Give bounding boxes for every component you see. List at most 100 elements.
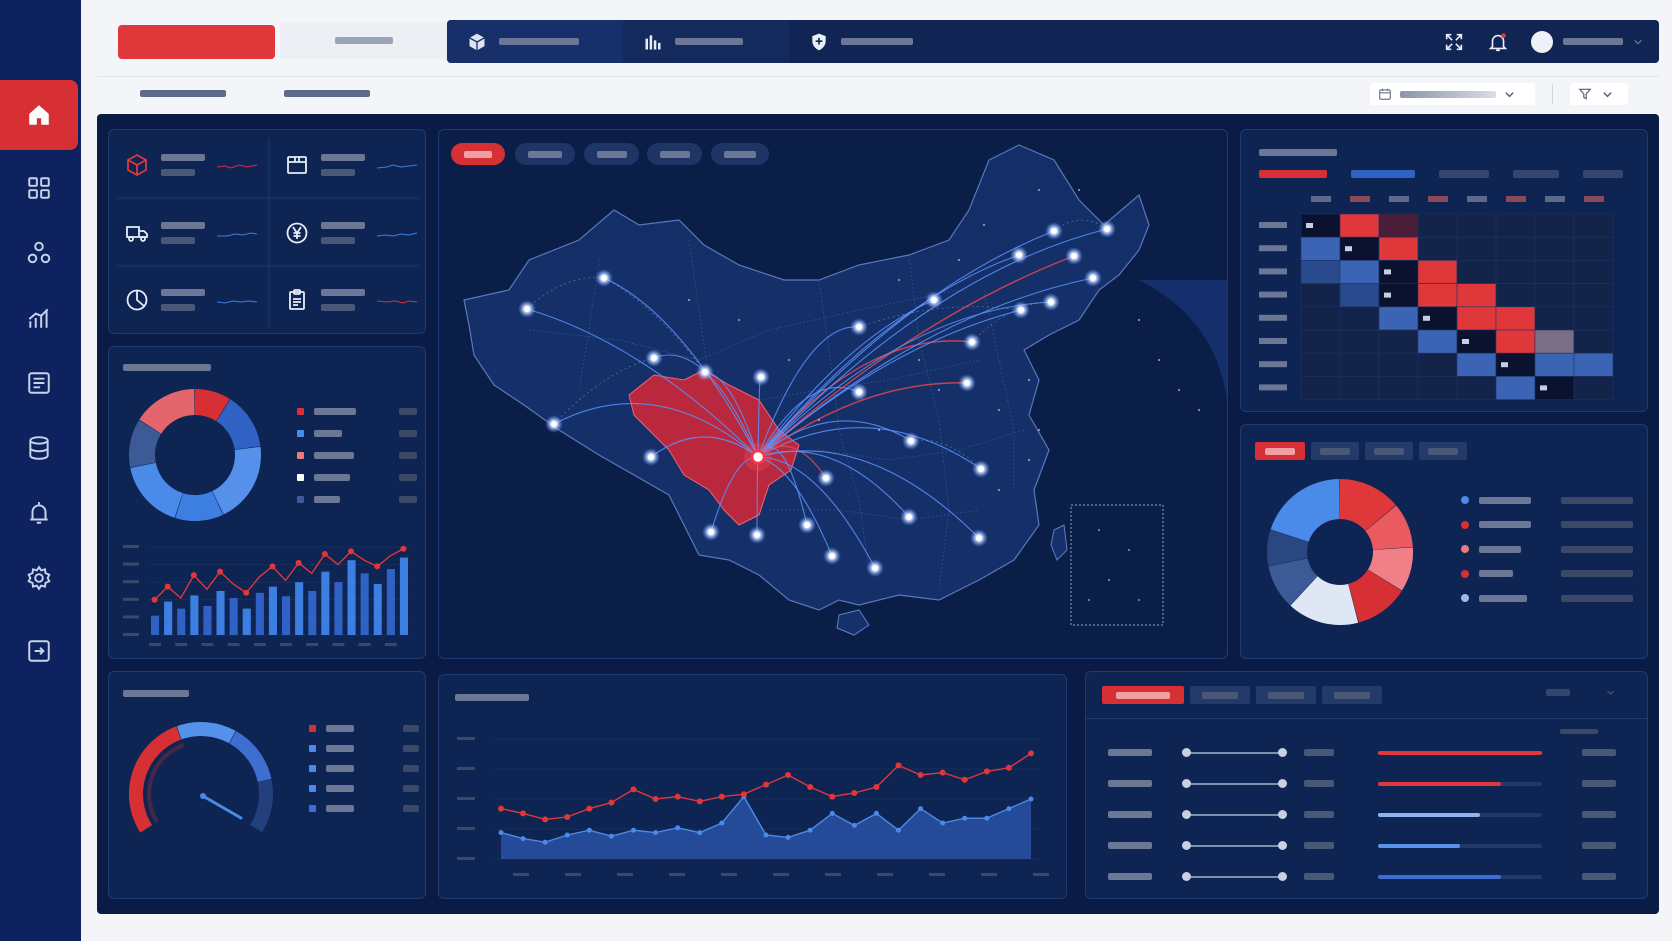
progress-row[interactable] (1108, 830, 1628, 861)
user-menu[interactable] (1531, 30, 1643, 53)
date-range-picker[interactable] (1370, 83, 1535, 105)
donut-slice (1340, 479, 1396, 531)
composition-tab[interactable] (1311, 442, 1359, 460)
slider-handle[interactable] (1278, 872, 1287, 881)
tab-overview[interactable] (447, 20, 623, 63)
fullscreen-icon[interactable] (1443, 31, 1465, 53)
gear-icon (27, 565, 51, 591)
kpi-card[interactable] (269, 200, 427, 266)
slider-handle[interactable] (1278, 810, 1287, 819)
range-slider[interactable] (1186, 751, 1282, 754)
composition-tab[interactable] (1419, 442, 1467, 460)
progress-track (1378, 843, 1542, 848)
range-slider[interactable] (1186, 844, 1282, 847)
city-node (931, 297, 937, 303)
legend-item[interactable] (1351, 170, 1415, 178)
legend-item[interactable] (297, 422, 417, 444)
legend-item[interactable] (1461, 563, 1633, 585)
city-node (1104, 226, 1110, 232)
avatar[interactable] (1531, 30, 1553, 53)
sidebar-item-analytics[interactable] (0, 285, 78, 351)
sidebar-item-home[interactable] (0, 80, 78, 150)
legend-item[interactable] (1513, 170, 1559, 178)
composition-tab[interactable] (1365, 442, 1413, 460)
data-point (697, 830, 703, 836)
map-filter-pill[interactable] (515, 143, 575, 165)
progress-tab[interactable] (1322, 686, 1382, 704)
legend-item[interactable] (297, 466, 417, 488)
bar (164, 601, 173, 635)
legend-item[interactable] (1583, 170, 1623, 178)
map-filter-pill[interactable] (451, 143, 505, 165)
progress-row[interactable] (1108, 768, 1628, 799)
slider-handle[interactable] (1182, 748, 1191, 757)
china-route-map[interactable] (439, 130, 1228, 659)
heatmap-cell (1300, 329, 1341, 354)
progress-tab[interactable] (1256, 686, 1316, 704)
legend-item[interactable] (297, 488, 417, 510)
data-point (1028, 796, 1034, 802)
breadcrumb-item[interactable] (284, 90, 370, 97)
kpi-card[interactable] (109, 132, 267, 198)
kpi-card[interactable] (269, 132, 427, 198)
slider-handle[interactable] (1182, 779, 1191, 788)
legend-item[interactable] (1461, 489, 1633, 511)
slider-handle[interactable] (1278, 841, 1287, 850)
sidebar-item-network[interactable] (0, 220, 78, 286)
city-node (1016, 252, 1022, 258)
filter-button[interactable] (1570, 83, 1628, 105)
legend-item[interactable] (1461, 538, 1633, 560)
map-filter-pill[interactable] (584, 143, 639, 165)
progress-tab[interactable] (1102, 686, 1184, 704)
kpi-panel (108, 129, 426, 334)
map-filter-pill[interactable] (711, 143, 769, 165)
route-line (757, 427, 982, 470)
progress-row[interactable] (1108, 737, 1628, 768)
legend-item[interactable] (309, 798, 419, 818)
kpi-card[interactable] (269, 267, 427, 333)
range-slider[interactable] (1186, 875, 1282, 878)
progress-row[interactable] (1108, 799, 1628, 830)
range-slider[interactable] (1186, 813, 1282, 816)
sidebar-item-logout[interactable] (0, 618, 78, 684)
slider-handle[interactable] (1278, 779, 1287, 788)
sidebar-item-database[interactable] (0, 415, 78, 481)
legend-item[interactable] (1461, 587, 1633, 609)
breadcrumb-item[interactable] (140, 90, 226, 97)
workspace-selector[interactable] (280, 22, 448, 59)
heatmap-cell (1300, 306, 1341, 331)
legend-item[interactable] (297, 400, 417, 422)
progress-dropdown[interactable] (1546, 688, 1615, 697)
map-filter-pill[interactable] (647, 143, 702, 165)
tab-security[interactable] (789, 20, 969, 63)
slider-handle[interactable] (1182, 841, 1191, 850)
legend-item[interactable] (1439, 170, 1489, 178)
legend-item[interactable] (309, 738, 419, 758)
legend-item[interactable] (309, 778, 419, 798)
progress-tab[interactable] (1190, 686, 1250, 704)
legend-item[interactable] (297, 444, 417, 466)
legend-item[interactable] (309, 718, 419, 738)
kpi-card[interactable] (109, 267, 267, 333)
slider-handle[interactable] (1182, 810, 1191, 819)
range-slider[interactable] (1186, 782, 1282, 785)
legend-item[interactable] (309, 758, 419, 778)
composition-tab[interactable] (1255, 442, 1305, 460)
sidebar-item-settings[interactable] (0, 545, 78, 611)
legend-item[interactable] (1461, 514, 1633, 536)
city-dot (1137, 318, 1141, 322)
tab-analytics[interactable] (623, 20, 789, 63)
sidebar-item-grid[interactable] (0, 155, 78, 221)
brand-logo[interactable] (118, 25, 275, 59)
slider-handle[interactable] (1182, 872, 1191, 881)
progress-row[interactable] (1108, 861, 1628, 892)
legend-item[interactable] (1259, 170, 1327, 178)
slider-handle[interactable] (1278, 748, 1287, 757)
data-point (896, 827, 901, 833)
sidebar-item-alarm[interactable] (0, 480, 78, 546)
sidebar-item-list[interactable] (0, 350, 78, 416)
kpi-card[interactable] (109, 200, 267, 266)
data-point (918, 806, 924, 812)
bell-icon[interactable] (1487, 31, 1509, 53)
breadcrumb (140, 90, 370, 97)
